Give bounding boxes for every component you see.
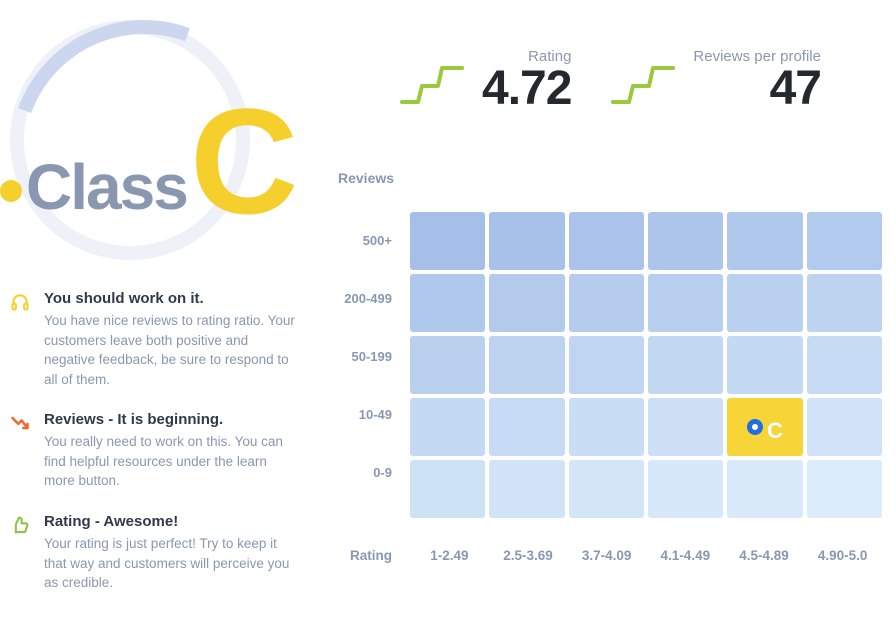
- x-axis-title: Rating: [320, 548, 410, 563]
- col-label: 4.90-5.0: [803, 548, 882, 563]
- row-label: 200-499: [320, 270, 410, 328]
- heatmap-cell: [489, 274, 564, 332]
- insight-body: Your rating is just perfect! Try to keep…: [44, 534, 300, 593]
- col-label: 3.7-4.09: [567, 548, 646, 563]
- reviews-value: 47: [693, 61, 821, 116]
- heatmap-cell: [648, 460, 723, 518]
- thumbs-up-icon: [10, 515, 30, 535]
- heatmap-cell: [569, 212, 644, 270]
- reviews-metric: Reviews per profile 47: [611, 48, 821, 116]
- heatmap-cell: [489, 398, 564, 456]
- class-dot: [0, 180, 22, 202]
- insight-title: Reviews - It is beginning.: [44, 411, 300, 428]
- marker-letter: C: [767, 418, 783, 444]
- heatmap-cell: [648, 398, 723, 456]
- heatmap-cell: [569, 336, 644, 394]
- row-label: 10-49: [320, 386, 410, 444]
- col-labels: 1-2.492.5-3.693.7-4.094.1-4.494.5-4.894.…: [410, 548, 882, 563]
- insight-title: Rating - Awesome!: [44, 513, 300, 530]
- insights-list: You should work on it. You have nice revi…: [10, 290, 300, 615]
- heatmap-cell: [410, 274, 485, 332]
- row-label: 500+: [320, 212, 410, 270]
- heatmap-cell: [569, 274, 644, 332]
- heatmap-cell: [727, 460, 802, 518]
- heatmap-cell: [807, 212, 882, 270]
- heatmap-cell: [410, 398, 485, 456]
- metrics-row: Rating 4.72 Reviews per profile 47: [400, 48, 882, 116]
- class-badge: Class C: [0, 20, 300, 270]
- heatmap-cell: C: [727, 398, 802, 456]
- heatmap-cell: [489, 336, 564, 394]
- col-label: 4.1-4.49: [646, 548, 725, 563]
- heatmap: Reviews 500+200-49950-19910-490-9 C Rati…: [320, 170, 882, 563]
- heatmap-cell: [569, 398, 644, 456]
- spark-path: [402, 68, 462, 102]
- heatmap-cell: [807, 398, 882, 456]
- heatmap-cell: [489, 460, 564, 518]
- heatmap-cell: [648, 336, 723, 394]
- heatmap-cell: [648, 212, 723, 270]
- col-label: 1-2.49: [410, 548, 489, 563]
- heatmap-cell: [727, 336, 802, 394]
- row-label: 0-9: [320, 444, 410, 502]
- col-label: 4.5-4.89: [725, 548, 804, 563]
- col-label: 2.5-3.69: [489, 548, 568, 563]
- insight-item: Reviews - It is beginning. You really nee…: [10, 411, 300, 491]
- trend-down-icon: [10, 413, 30, 433]
- spark-path: [613, 68, 673, 102]
- heatmap-cell: [807, 336, 882, 394]
- heatmap-cell: [489, 212, 564, 270]
- sparkline-icon: [611, 52, 681, 112]
- row-label: 50-199: [320, 328, 410, 386]
- heatmap-cell: [727, 274, 802, 332]
- heatmap-cell: [727, 212, 802, 270]
- y-axis-title: Reviews: [338, 170, 882, 186]
- heatmap-cell: [807, 460, 882, 518]
- heatmap-cell: [807, 274, 882, 332]
- insight-body: You really need to work on this. You can…: [44, 432, 300, 491]
- sparkline-icon: [400, 52, 470, 112]
- class-label: Class: [26, 150, 187, 224]
- heatmap-cell: [410, 212, 485, 270]
- insight-item: Rating - Awesome! Your rating is just per…: [10, 513, 300, 593]
- insight-item: You should work on it. You have nice revi…: [10, 290, 300, 389]
- marker-dot-icon: [747, 419, 763, 435]
- heatmap-cell: [648, 274, 723, 332]
- heatmap-cell: [410, 460, 485, 518]
- insight-title: You should work on it.: [44, 290, 300, 307]
- headphones-icon: [10, 292, 30, 312]
- heatmap-cell: [410, 336, 485, 394]
- row-labels: 500+200-49950-19910-490-9: [320, 212, 410, 518]
- class-letter: C: [190, 75, 292, 248]
- rating-value: 4.72: [482, 61, 571, 116]
- heatmap-cell: [569, 460, 644, 518]
- heatmap-cells: C: [410, 212, 882, 518]
- rating-metric: Rating 4.72: [400, 48, 571, 116]
- insight-body: You have nice reviews to rating ratio. Y…: [44, 311, 300, 389]
